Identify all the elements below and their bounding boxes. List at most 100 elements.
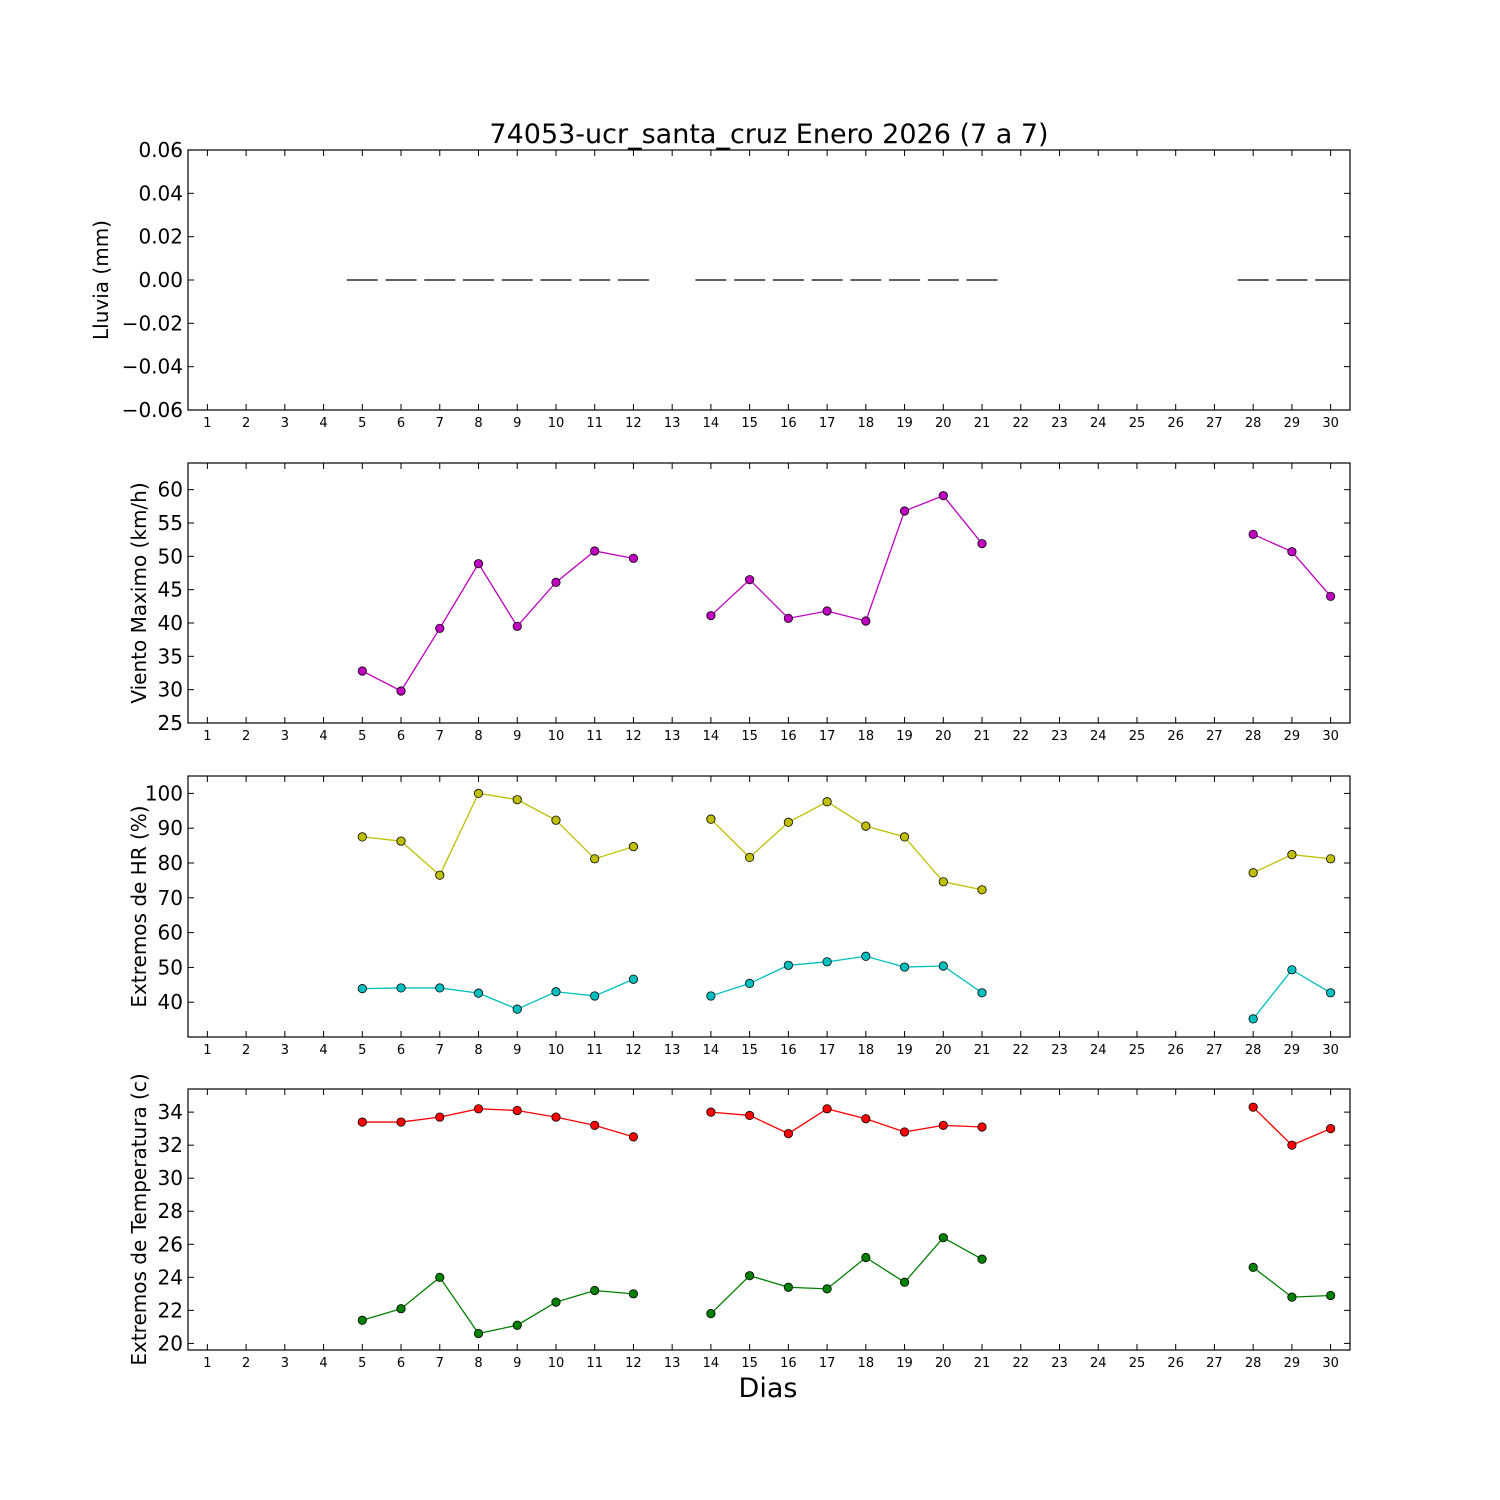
- data-point-day-14: [706, 814, 716, 824]
- y-tick-label: 45: [158, 578, 183, 602]
- x-tick-label: 14: [703, 1356, 720, 1371]
- x-tick-label: 9: [513, 729, 521, 744]
- x-tick-label: 11: [586, 1356, 603, 1371]
- y-tick-label: 20: [158, 1331, 183, 1355]
- x-tick-label: 28: [1245, 1043, 1262, 1058]
- y-tick-label: 24: [158, 1265, 183, 1289]
- x-tick-label: 24: [1090, 1356, 1107, 1371]
- x-tick-label: 27: [1206, 1356, 1223, 1371]
- series-line: [710, 494, 983, 622]
- axes-frame: [187, 462, 1351, 724]
- data-point-day-10: [551, 1297, 561, 1307]
- data-point-day-12: [628, 1132, 639, 1142]
- series-line: [710, 955, 983, 997]
- x-tick-label: 5: [358, 1356, 366, 1371]
- x-tick-label: 1: [203, 1356, 211, 1371]
- x-tick-label: 12: [625, 729, 642, 744]
- data-point-day-28: [1248, 1262, 1258, 1273]
- data-point-day-21: [977, 539, 987, 549]
- data-point-day-30: [1326, 1124, 1336, 1134]
- data-point-day-10: [551, 577, 561, 587]
- x-tick-label: 30: [1322, 416, 1339, 431]
- x-tick-label: 15: [741, 416, 758, 431]
- data-point-day-20: [938, 1120, 948, 1130]
- y-tick-label: 30: [158, 678, 183, 702]
- x-tick-label: 3: [281, 1356, 289, 1371]
- x-tick-label: 15: [741, 729, 758, 744]
- y-tick-label: 0.04: [138, 181, 183, 205]
- y-tick-label: 0.02: [138, 225, 183, 249]
- x-tick-label: 7: [436, 1356, 444, 1371]
- x-tick-label: 10: [548, 729, 565, 744]
- data-point-day-11: [590, 1285, 600, 1296]
- data-point-day-30: [1326, 854, 1336, 864]
- series-hr-1: [357, 951, 1336, 1024]
- data-point-day-14: [706, 1309, 716, 1319]
- x-tick-label: 24: [1090, 729, 1107, 744]
- y-axis-label: Extremos de Temperatura (c): [127, 1073, 151, 1365]
- data-point-day-9: [512, 1320, 522, 1330]
- data-point-day-16: [783, 1129, 793, 1139]
- x-tick-label: 18: [858, 1356, 875, 1371]
- data-point-day-28: [1248, 1102, 1258, 1112]
- data-point-day-7: [435, 623, 445, 633]
- y-axis-label: Lluvia (mm): [89, 220, 113, 340]
- x-tick-label: 8: [474, 1043, 482, 1058]
- data-point-day-15: [745, 1110, 755, 1121]
- data-point-day-10: [551, 1112, 561, 1122]
- series-line: [1252, 1106, 1331, 1146]
- data-point-day-29: [1287, 1292, 1297, 1302]
- data-point-day-19: [899, 1277, 910, 1287]
- x-tick-label: 2: [242, 1043, 250, 1058]
- y-tick-label: 90: [158, 816, 183, 840]
- y-tick-label: 100: [145, 781, 183, 805]
- data-point-day-11: [590, 991, 600, 1001]
- data-point-day-16: [783, 817, 793, 827]
- series-line: [710, 801, 983, 891]
- x-tick-label: 20: [935, 729, 952, 744]
- data-point-day-29: [1287, 547, 1297, 557]
- series-hr-0: [357, 788, 1336, 895]
- x-tick-label: 19: [896, 1356, 913, 1371]
- series-line: [710, 1108, 983, 1135]
- data-point-day-18: [861, 951, 871, 961]
- x-tick-label: 2: [242, 1356, 250, 1371]
- data-point-day-30: [1326, 591, 1336, 601]
- x-tick-label: 22: [1012, 1043, 1029, 1058]
- data-point-day-6: [396, 983, 406, 993]
- x-tick-label: 17: [819, 729, 836, 744]
- y-tick-label: 40: [158, 990, 183, 1014]
- x-tick-label: 20: [935, 416, 952, 431]
- x-tick-label: 20: [935, 1356, 952, 1371]
- data-point-day-9: [512, 795, 522, 805]
- x-tick-label: 30: [1322, 1043, 1339, 1058]
- data-point-day-15: [745, 852, 755, 863]
- x-tick-label: 22: [1012, 729, 1029, 744]
- data-point-day-19: [899, 1127, 910, 1137]
- data-point-day-21: [977, 1254, 987, 1264]
- x-tick-label: 12: [625, 416, 642, 431]
- x-tick-label: 26: [1167, 416, 1184, 431]
- panel-hr: 1 2 3 4 5 6 7 8 9 10 11 12 13 14 15 16 17 18 19 20 21 22 23 24 2…: [127, 775, 1351, 1058]
- x-tick-label: 13: [664, 416, 681, 431]
- y-tick-label: 26: [158, 1232, 183, 1256]
- data-point-day-17: [822, 1104, 832, 1114]
- data-point-day-15: [745, 978, 755, 989]
- x-tick-label: 19: [896, 729, 913, 744]
- x-tick-label: 24: [1090, 1043, 1107, 1058]
- data-point-day-11: [590, 1120, 600, 1130]
- x-tick-label: 14: [703, 416, 720, 431]
- x-tick-label: 21: [974, 416, 991, 431]
- series-wind-0: [357, 491, 1336, 696]
- y-tick-label: 50: [158, 544, 183, 568]
- data-point-day-6: [396, 1117, 406, 1127]
- x-tick-label: 6: [397, 729, 405, 744]
- series-line: [710, 1236, 983, 1315]
- data-point-day-17: [822, 606, 832, 616]
- x-tick-label: 10: [548, 1043, 565, 1058]
- data-point-day-9: [512, 621, 522, 631]
- data-point-day-7: [435, 870, 445, 880]
- data-point-day-7: [435, 983, 445, 993]
- x-tick-label: 19: [896, 416, 913, 431]
- x-tick-label: 28: [1245, 416, 1262, 431]
